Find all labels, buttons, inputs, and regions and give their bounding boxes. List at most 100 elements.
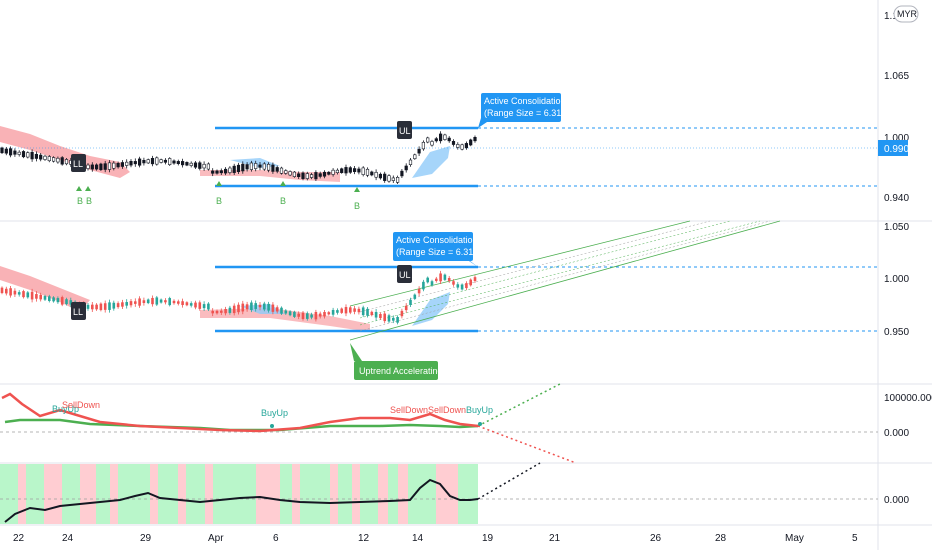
candle — [258, 164, 262, 168]
candle — [266, 163, 271, 171]
candle — [185, 162, 189, 166]
candle — [194, 302, 197, 308]
candle — [51, 157, 56, 162]
candle — [163, 159, 168, 163]
candle — [262, 163, 266, 170]
candle — [413, 294, 417, 299]
band-blue-second-2 — [412, 292, 450, 326]
candle — [189, 162, 193, 166]
candle — [395, 176, 400, 183]
momentum-stripe-12 — [178, 464, 186, 524]
candle — [164, 300, 167, 303]
momentum-stripe-16 — [256, 464, 264, 524]
candle — [447, 137, 451, 142]
candle — [284, 170, 288, 174]
candle — [22, 291, 25, 298]
candle — [215, 310, 219, 314]
momentum-stripe-17 — [264, 464, 280, 524]
momentum-stripe-22 — [338, 464, 352, 524]
candle — [438, 133, 443, 142]
momentum-line — [4, 478, 479, 523]
ul-label-main[interactable]: UL — [397, 121, 412, 139]
y-axis-flow: 100000.000 0.000 — [884, 393, 932, 439]
ll-label-second[interactable]: LL — [71, 302, 86, 320]
candle — [4, 148, 8, 154]
candle — [258, 304, 262, 308]
candle — [103, 303, 107, 310]
candle — [361, 167, 365, 175]
candle — [352, 168, 357, 172]
candle — [133, 161, 137, 165]
signal-selldown-3: SellDown — [428, 405, 466, 415]
momentum-stripe-4 — [44, 464, 62, 524]
momentum-oscillator[interactable] — [0, 462, 878, 523]
candle — [224, 168, 228, 174]
candle — [17, 151, 21, 155]
y-tick-second-3: 0.950 — [884, 327, 909, 338]
annotation-second-line1: Active Consolidation — [396, 235, 478, 245]
candle — [318, 173, 322, 177]
currency-badge-text: MYR — [897, 9, 918, 19]
candle — [107, 162, 112, 170]
annotation-active-consolidation-main[interactable]: Active Consolidation (Range Size = 6.31%… — [478, 93, 572, 128]
momentum-stripe-5 — [62, 464, 80, 524]
flow-oscillator[interactable] — [0, 383, 878, 464]
y-tick-momentum-1: 0.000 — [884, 495, 909, 506]
candle — [99, 303, 103, 311]
candle — [297, 173, 301, 177]
signal-selldown-1: SellDown — [62, 400, 100, 410]
candle — [473, 137, 477, 142]
candle — [460, 284, 464, 290]
candle — [172, 160, 176, 164]
ul-label-second[interactable]: UL — [397, 265, 412, 283]
momentum-stripe-23 — [352, 464, 360, 524]
candle — [417, 148, 421, 154]
ll-label-main[interactable]: LL — [71, 154, 86, 172]
momentum-stripe-30 — [458, 464, 478, 524]
momentum-stripe-1 — [0, 464, 18, 524]
candle — [452, 281, 455, 285]
y-tick-main-4: 0.940 — [884, 193, 909, 204]
ul-label-second-text: UL — [399, 270, 411, 280]
candle — [340, 308, 343, 313]
uptrend-text: Uptrend Accelerating — [359, 366, 443, 376]
annotation-main-line2: (Range Size = 6.31%) — [484, 108, 572, 118]
candle — [331, 309, 335, 315]
candle — [220, 310, 223, 313]
candle — [211, 170, 215, 174]
annotation-active-consolidation-second[interactable]: Active Consolidation (Range Size = 6.31%… — [393, 232, 484, 267]
candle — [430, 141, 434, 146]
candle — [43, 296, 47, 300]
candle — [232, 165, 236, 173]
candle — [396, 316, 399, 323]
buy-marker-4: B — [280, 196, 286, 206]
candle — [306, 313, 309, 319]
y-tick-main-1: 1.1 — [884, 11, 898, 22]
candle — [129, 161, 133, 166]
candle — [138, 158, 142, 166]
main-candles[interactable] — [0, 131, 477, 185]
momentum-stripe-20 — [300, 464, 330, 524]
y-tick-flow-1: 100000.000 — [884, 393, 932, 404]
candle — [336, 310, 339, 313]
momentum-stripe-8 — [110, 464, 118, 524]
candle — [134, 301, 137, 304]
momentum-stripe-6 — [80, 464, 96, 524]
candle — [361, 307, 365, 316]
candle — [0, 147, 4, 154]
y-tick-flow-2: 0.000 — [884, 428, 909, 439]
candle — [155, 157, 159, 165]
candle — [370, 311, 374, 316]
candle — [365, 168, 370, 176]
candle — [121, 302, 124, 307]
annotation-uptrend-accelerating[interactable]: Uptrend Accelerating — [350, 343, 443, 380]
candle — [301, 312, 305, 320]
candle — [327, 171, 331, 175]
x-tick-7: 14 — [412, 533, 424, 544]
candle — [215, 170, 219, 174]
momentum-stripe-29 — [436, 464, 458, 524]
signal-buyup-1: BuyUp — [52, 404, 79, 414]
candle — [232, 305, 236, 314]
currency-badge[interactable]: MYR — [893, 5, 919, 23]
